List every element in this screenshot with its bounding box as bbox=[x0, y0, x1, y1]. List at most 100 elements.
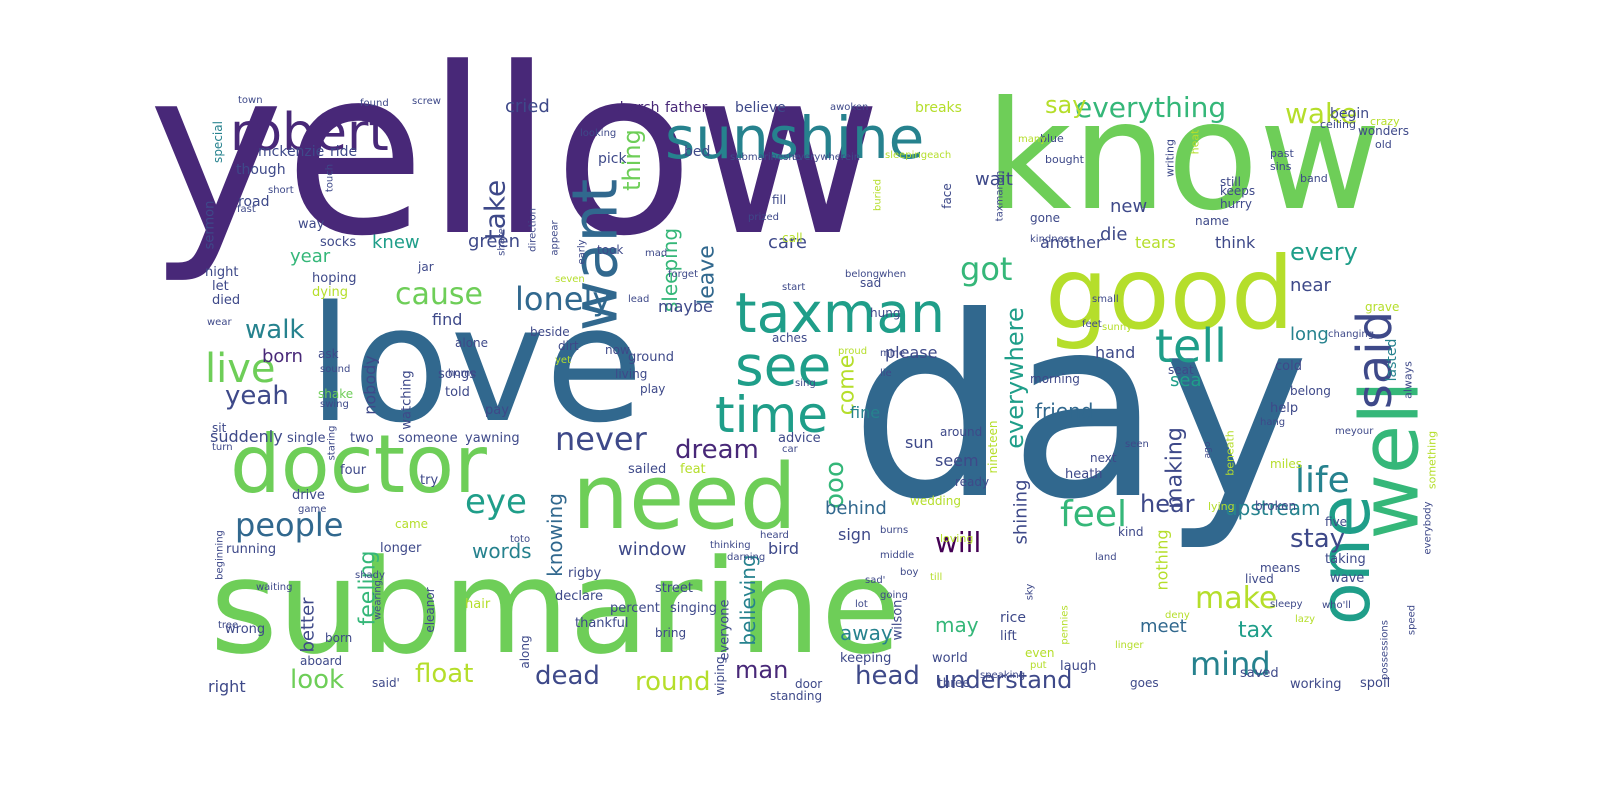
word-wiping: wiping bbox=[713, 656, 727, 695]
word-watching: watching bbox=[400, 370, 415, 429]
word-mckenzie: mckenzie bbox=[258, 144, 324, 160]
word-suddenly: suddenly bbox=[210, 427, 283, 446]
word-sleepingeach: sleepingeach bbox=[885, 150, 951, 161]
word-blue: blue bbox=[1040, 132, 1064, 145]
word-green: green bbox=[468, 231, 520, 252]
word-next: next bbox=[1090, 451, 1117, 465]
word-turn: turn bbox=[212, 442, 233, 453]
word-aboard: aboard bbox=[300, 654, 342, 668]
word-forget: forget bbox=[668, 269, 698, 280]
word-going: going bbox=[880, 590, 908, 601]
word-linger: linger bbox=[1115, 640, 1144, 651]
word-tears: tears bbox=[1135, 233, 1176, 252]
word-running: running bbox=[226, 542, 276, 557]
word-seven: seven bbox=[555, 274, 585, 285]
word-one: one bbox=[1304, 495, 1386, 625]
word-near: near bbox=[1290, 275, 1332, 296]
word-keeps: keeps bbox=[1220, 184, 1255, 198]
word-direction: direction bbox=[528, 208, 539, 252]
word-five: five bbox=[1325, 515, 1347, 529]
word-born: born bbox=[325, 631, 352, 645]
word-bought: bought bbox=[1045, 153, 1085, 166]
word-loving: loving bbox=[940, 532, 973, 545]
word-now: now bbox=[605, 343, 630, 357]
word-wedding: wedding bbox=[910, 494, 961, 508]
word-standing: standing bbox=[770, 689, 822, 703]
word-thankful: thankful bbox=[575, 616, 629, 631]
word-bird: bird bbox=[768, 539, 799, 558]
word-possessions: possessions bbox=[1380, 620, 1391, 680]
word-came: came bbox=[395, 517, 428, 531]
word-yawning: yawning bbox=[465, 431, 520, 446]
word-live: live bbox=[205, 346, 276, 392]
word-seen: seen bbox=[1125, 439, 1149, 450]
word-waiting: waiting bbox=[256, 582, 292, 593]
word-beneath: beneath bbox=[1224, 430, 1237, 476]
word-love: love bbox=[308, 271, 643, 458]
word-ground: ground bbox=[628, 350, 674, 365]
word-submarineshe: submarineshe bbox=[730, 152, 801, 163]
word-burns: burns bbox=[880, 525, 908, 536]
word-pay: pay bbox=[485, 403, 509, 418]
word-street: street bbox=[655, 581, 693, 596]
word-ago: ago bbox=[1203, 441, 1213, 458]
word-believe: believe bbox=[735, 100, 786, 116]
word-special: special bbox=[211, 121, 225, 163]
word-mad: mad bbox=[645, 248, 667, 259]
word-jar: jar bbox=[417, 260, 434, 274]
word-fill: fill bbox=[772, 193, 786, 207]
word-round: round bbox=[635, 667, 711, 697]
word-stay: stay bbox=[1290, 524, 1345, 554]
word-maybe: maybe bbox=[658, 297, 713, 316]
word-meet: meet bbox=[1140, 616, 1187, 637]
word-lift: lift bbox=[1000, 629, 1017, 644]
word-shake: shake bbox=[318, 387, 353, 401]
word-come: come bbox=[835, 355, 860, 416]
word-wrong: wrong bbox=[225, 622, 265, 637]
word-wake: wake bbox=[1285, 97, 1358, 130]
word-songs: songs bbox=[438, 367, 476, 382]
word-mine: mine bbox=[880, 348, 905, 359]
word-told: told bbox=[445, 385, 470, 400]
word-buried: buried bbox=[873, 179, 884, 211]
word-heard: heard bbox=[760, 530, 789, 541]
word-eleanor: eleanor bbox=[423, 587, 437, 632]
word-socks: socks bbox=[320, 235, 356, 250]
word-behind: behind bbox=[825, 498, 887, 519]
word-cause: cause bbox=[395, 277, 483, 312]
word-short: short bbox=[268, 185, 294, 196]
word-till: till bbox=[930, 572, 942, 583]
word-around: around bbox=[940, 425, 982, 439]
word-took: took bbox=[597, 243, 623, 257]
word-touch: touch bbox=[325, 164, 336, 192]
word-changing: changing bbox=[1328, 329, 1374, 340]
word-look: look bbox=[290, 665, 344, 695]
word-wave: wave bbox=[1330, 571, 1364, 586]
word-speaking: speaking bbox=[980, 670, 1025, 681]
word-who-ll: who'll bbox=[1322, 600, 1351, 611]
word-hand: hand bbox=[1095, 343, 1135, 362]
word-better: better bbox=[298, 597, 319, 653]
word-keeping: keeping bbox=[840, 651, 891, 666]
word-make: make bbox=[1195, 581, 1277, 616]
word-along: along bbox=[518, 635, 532, 668]
word-share: share bbox=[497, 228, 508, 256]
word-born: born bbox=[262, 346, 303, 367]
word-life: life bbox=[1295, 460, 1350, 501]
word-away: away bbox=[840, 621, 893, 645]
word-right: right bbox=[208, 677, 246, 696]
word-gone: gone bbox=[1030, 211, 1060, 225]
word-aches: aches bbox=[772, 331, 807, 345]
word-another: another bbox=[1040, 233, 1103, 252]
word-taking: taking bbox=[1325, 552, 1366, 567]
word-toto: toto bbox=[510, 534, 530, 545]
word-people: people bbox=[235, 506, 343, 544]
word-lasted: lasted bbox=[1384, 339, 1400, 382]
word-new: new bbox=[1110, 196, 1147, 217]
word-lot: lot bbox=[855, 599, 868, 610]
word-call: call bbox=[782, 231, 803, 245]
word-submarine: submarine bbox=[210, 531, 901, 683]
word-hung: hung bbox=[870, 306, 900, 320]
word-heat: heat bbox=[1189, 129, 1202, 154]
